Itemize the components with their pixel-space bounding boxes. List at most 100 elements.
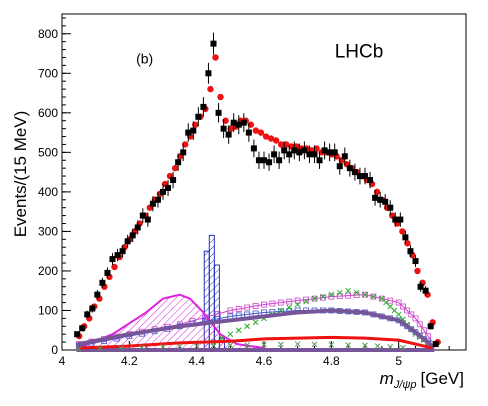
data-point bbox=[341, 153, 348, 160]
component-marker bbox=[193, 343, 200, 349]
experiment-label: LHCb bbox=[335, 41, 384, 62]
component-marker bbox=[294, 341, 301, 347]
data-point bbox=[387, 204, 394, 211]
component-marker bbox=[303, 298, 309, 305]
component-marker bbox=[412, 315, 419, 322]
data-point bbox=[114, 252, 121, 259]
data-point bbox=[432, 341, 439, 348]
data-point bbox=[316, 157, 323, 164]
y-tick-label: 800 bbox=[38, 27, 58, 41]
data-point bbox=[109, 256, 116, 263]
data-point bbox=[195, 113, 202, 120]
data-point bbox=[372, 194, 379, 201]
component-marker bbox=[336, 293, 343, 300]
data-point bbox=[271, 151, 278, 158]
data-point bbox=[79, 325, 86, 332]
component-marker bbox=[320, 294, 326, 301]
component-marker bbox=[399, 303, 406, 310]
component-marker bbox=[75, 345, 82, 352]
data-point bbox=[351, 169, 358, 176]
data-point bbox=[397, 216, 404, 223]
component-crosses bbox=[75, 341, 406, 352]
component-marker bbox=[378, 295, 385, 302]
component-marker bbox=[294, 301, 301, 308]
data-point bbox=[266, 159, 273, 166]
y-tick-label: 400 bbox=[38, 185, 58, 199]
y-tick-label: 100 bbox=[38, 303, 58, 317]
fit-point bbox=[262, 133, 270, 140]
data-point bbox=[139, 212, 146, 219]
data-point bbox=[149, 200, 156, 207]
component-marker bbox=[244, 304, 251, 311]
data-point bbox=[205, 70, 212, 77]
data-point bbox=[392, 216, 399, 223]
component-marker bbox=[97, 345, 103, 352]
y-tick-label: 700 bbox=[38, 66, 58, 80]
data-point bbox=[170, 177, 177, 184]
component-marker bbox=[362, 291, 368, 298]
component-marker bbox=[244, 342, 251, 348]
y-tick-label: 0 bbox=[51, 343, 58, 357]
data-point bbox=[291, 147, 298, 154]
data-point bbox=[255, 157, 262, 164]
data-point bbox=[129, 232, 136, 239]
data-point bbox=[165, 184, 172, 191]
data-point bbox=[422, 287, 429, 294]
data-point bbox=[377, 196, 384, 203]
x-axis-label: mJ/ψp [GeV] bbox=[380, 369, 464, 391]
data-point bbox=[154, 196, 161, 203]
fit-point bbox=[267, 135, 275, 142]
x-tick-label: 4.8 bbox=[323, 354, 340, 368]
data-point bbox=[367, 177, 374, 184]
component-marker bbox=[425, 333, 432, 340]
data-point bbox=[356, 173, 363, 180]
fit-point bbox=[212, 54, 219, 61]
component-marker bbox=[345, 292, 352, 299]
component-marker bbox=[395, 311, 402, 318]
fit-point bbox=[277, 141, 285, 148]
panel-label: (b) bbox=[136, 50, 153, 66]
data-point bbox=[407, 248, 414, 255]
x-tick-label: 5 bbox=[395, 354, 402, 368]
x-axis-label-sub: J/ψp bbox=[393, 379, 417, 391]
component-marker bbox=[362, 291, 368, 298]
component-marker bbox=[277, 299, 284, 306]
x-axis-label-math: m bbox=[380, 369, 394, 388]
data-point bbox=[185, 129, 192, 136]
component-marker bbox=[261, 341, 267, 348]
data-point bbox=[336, 163, 343, 170]
component-line bbox=[78, 335, 433, 350]
component-marker bbox=[370, 293, 377, 300]
data-point bbox=[119, 248, 126, 255]
data-series bbox=[74, 32, 439, 348]
component-marker bbox=[286, 298, 293, 305]
component-line bbox=[78, 335, 433, 350]
fit-point bbox=[217, 93, 224, 101]
data-point bbox=[124, 238, 131, 245]
component-area bbox=[76, 308, 435, 352]
component-marker bbox=[227, 342, 234, 349]
component-marker bbox=[252, 303, 259, 309]
component-marker bbox=[370, 293, 377, 300]
component-marker bbox=[118, 344, 124, 351]
data-point bbox=[286, 151, 293, 158]
component-marker bbox=[328, 341, 335, 348]
data-point bbox=[235, 121, 242, 128]
data-point bbox=[215, 109, 222, 116]
data-point bbox=[210, 40, 217, 47]
data-point bbox=[134, 224, 141, 231]
fit-point bbox=[414, 267, 421, 275]
data-point bbox=[220, 125, 227, 132]
data-point bbox=[99, 279, 106, 286]
component-marker bbox=[374, 343, 381, 349]
component-marker bbox=[210, 342, 217, 349]
component-marker bbox=[286, 304, 293, 311]
data-point bbox=[311, 151, 318, 158]
data-point bbox=[412, 258, 419, 265]
component-marker bbox=[311, 341, 318, 348]
data-point bbox=[306, 151, 313, 158]
component-marker bbox=[353, 289, 360, 296]
component-marker bbox=[277, 341, 284, 348]
component-band bbox=[76, 308, 435, 352]
